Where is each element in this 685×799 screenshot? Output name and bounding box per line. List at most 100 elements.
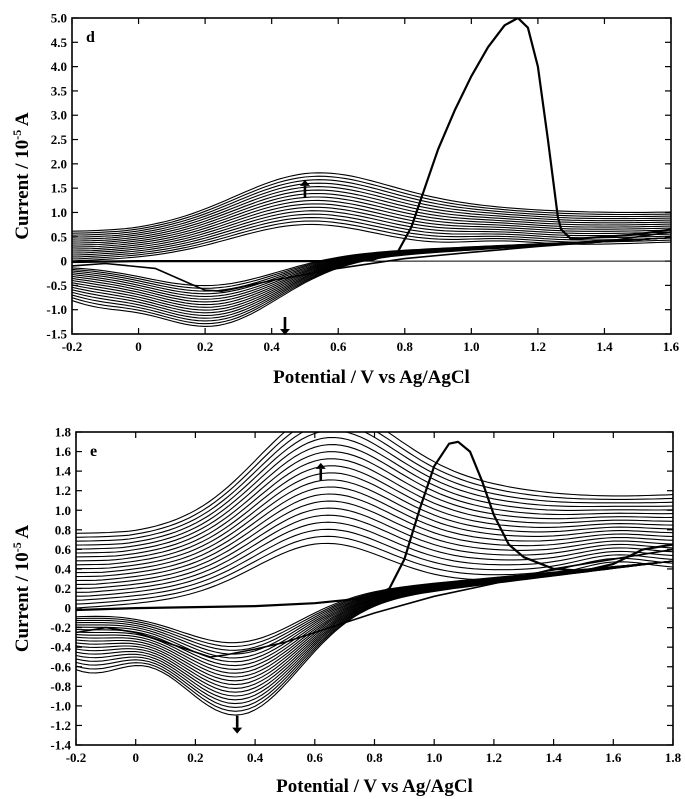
- cycle-anodic-trace: [72, 210, 671, 254]
- x-tick-label: 1.4: [596, 339, 613, 354]
- y-tick-label: -0.5: [46, 278, 67, 293]
- x-tick-label: 0.4: [247, 750, 264, 765]
- cycle-cathodic-trace: [76, 560, 673, 678]
- x-axis-title: Potential / V vs Ag/AgCl: [273, 367, 470, 388]
- cycle-anodic-trace: [72, 175, 671, 234]
- y-tick-label: -1.0: [50, 698, 71, 713]
- y-tick-label: -0.8: [50, 679, 71, 694]
- x-tick-label: 0.2: [197, 339, 213, 354]
- panel-e-chart: -0.2 0 0.2 0.4 0.6 0.8 1.0 1.2 1.4 1.6 1.8 -1.4 -1.2…: [10, 425, 682, 798]
- y-tick-label: 1.0: [51, 205, 67, 220]
- cycle-cathodic-trace: [76, 560, 673, 705]
- x-tick-label: 0.8: [366, 750, 383, 765]
- x-axis-title: Potential / V vs Ag/AgCl: [276, 776, 473, 797]
- y-tick-label: 0.4: [55, 561, 72, 576]
- cycle-anodic-trace: [72, 196, 671, 246]
- y-tick-label: 0.5: [51, 229, 68, 244]
- y-tick-label: 1.0: [55, 503, 71, 518]
- y-tick-label: -0.4: [50, 640, 71, 655]
- y-tick-label: 4.5: [51, 35, 68, 50]
- trace-group: [76, 432, 673, 716]
- x-tick-label: 0.6: [330, 339, 347, 354]
- y-tick-label: -1.2: [50, 718, 71, 733]
- cycle-anodic-trace: [76, 528, 673, 601]
- cycle-cathodic-trace: [76, 560, 673, 716]
- cycle-cathodic-trace: [72, 237, 671, 308]
- cycle-anodic-trace: [76, 432, 673, 538]
- cycle-anodic-trace: [72, 199, 671, 248]
- x-tick-label: 1.2: [486, 750, 502, 765]
- cycle-anodic-trace: [76, 465, 673, 566]
- y-tick-label: -1.4: [50, 738, 71, 753]
- x-tick-label: -0.2: [66, 750, 87, 765]
- y-tick-label: 5.0: [51, 11, 67, 26]
- x-tick-label: 1.6: [663, 339, 680, 354]
- plot-frame: [71, 17, 672, 335]
- y-tick-label: 1.6: [55, 444, 72, 459]
- y-tick-label: -1.5: [46, 327, 67, 342]
- cycle-anodic-trace: [72, 179, 671, 236]
- y-axis-title-main: Current / 10: [12, 140, 33, 240]
- y-axis-title-unit: A: [12, 525, 33, 543]
- cycle-anodic-trace: [72, 213, 671, 256]
- x-tick-label: 0.8: [397, 339, 414, 354]
- y-tick-label: 1.4: [55, 464, 72, 479]
- first-scan-cathodic-trace: [72, 231, 671, 292]
- cycle-anodic-trace: [72, 217, 671, 258]
- decrease-arrow-head: [279, 328, 290, 335]
- y-tick-label: 0: [61, 254, 68, 269]
- panel-label: d: [86, 29, 95, 46]
- x-tick-label: 0.6: [307, 750, 324, 765]
- y-axis-title-exponent: -5: [10, 542, 24, 552]
- x-tick-label: 1.4: [545, 750, 562, 765]
- y-tick-label: 1.2: [55, 483, 71, 498]
- cycle-cathodic-trace: [76, 560, 673, 701]
- cycle-anodic-trace: [76, 486, 673, 578]
- cycle-anodic-trace: [72, 203, 671, 250]
- y-tick-label: -1.0: [46, 302, 67, 317]
- cycle-cathodic-trace: [72, 237, 671, 311]
- x-tick-label: 1.2: [530, 339, 546, 354]
- cycle-anodic-trace: [76, 507, 673, 589]
- y-tick-label: -0.6: [50, 659, 71, 674]
- cycle-anodic-trace: [76, 432, 673, 542]
- increase-arrow-head: [299, 179, 310, 186]
- y-tick-label: 3.5: [51, 83, 68, 98]
- cycle-anodic-trace: [72, 192, 671, 244]
- cycle-anodic-trace: [72, 206, 671, 252]
- cycle-anodic-trace: [76, 458, 673, 562]
- cycle-anodic-trace: [76, 451, 673, 558]
- panel-d-chart: -0.2 0 0.2 0.4 0.6 0.8 1.0 1.2 1.4 1.6 -1.5 -1.0 -0.…: [10, 11, 680, 389]
- cycle-anodic-trace: [76, 500, 673, 585]
- y-tick-label: 1.8: [55, 425, 72, 440]
- cycle-anodic-trace: [76, 432, 673, 546]
- x-tick-label: 0: [135, 339, 142, 354]
- cycle-anodic-trace: [76, 444, 673, 554]
- y-tick-label: 3.0: [51, 108, 67, 123]
- cycle-anodic-trace: [76, 432, 673, 534]
- panel-label: e: [90, 443, 97, 460]
- y-tick-label: 0.6: [55, 542, 72, 557]
- x-tick-label: 0: [132, 750, 139, 765]
- y-tick-label: 0: [65, 601, 72, 616]
- cycle-cathodic-trace: [72, 237, 671, 314]
- increase-arrow-head: [315, 462, 326, 469]
- y-axis-title: Current / 10-5 A: [10, 525, 33, 653]
- y-tick-label: 2.5: [51, 132, 68, 147]
- cycle-cathodic-trace: [72, 237, 671, 327]
- y-axis-title-main: Current / 10: [12, 552, 33, 652]
- x-tick-label: 0.2: [187, 750, 203, 765]
- y-axis-title-exponent: -5: [10, 130, 24, 140]
- y-tick-label: 1.5: [51, 181, 68, 196]
- y-tick-label: 2.0: [51, 156, 67, 171]
- cycle-anodic-trace: [76, 535, 673, 605]
- x-tick-label: 1.0: [426, 750, 442, 765]
- cycle-anodic-trace: [72, 186, 671, 240]
- y-tick-label: -0.2: [50, 620, 71, 635]
- cycle-anodic-trace: [76, 479, 673, 574]
- cycle-anodic-trace: [72, 189, 671, 242]
- trace-group: [72, 18, 671, 327]
- cycle-anodic-trace: [76, 521, 673, 597]
- decrease-arrow-head: [232, 727, 243, 734]
- cycle-anodic-trace: [72, 182, 671, 238]
